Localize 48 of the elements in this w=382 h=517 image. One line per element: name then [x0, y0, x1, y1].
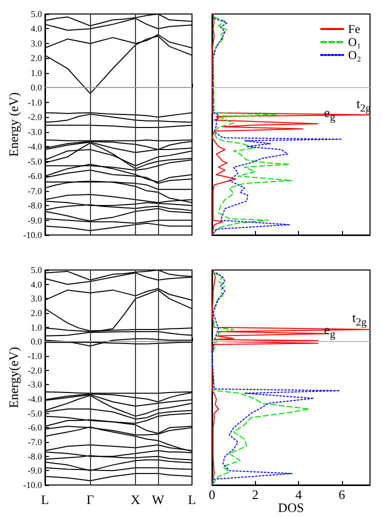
y-tick-label: -4.0 — [28, 394, 42, 404]
y-tick-label: 2.0 — [30, 308, 42, 318]
legend-label: O₁ — [348, 35, 362, 49]
legend-label: Fe — [348, 22, 360, 36]
y-tick-label: -5.0 — [28, 156, 42, 166]
x-axis-title: DOS — [278, 500, 304, 515]
x-tick-label: Γ — [86, 492, 94, 507]
y-tick-label: -2.0 — [28, 112, 42, 122]
y-tick-label: -2.0 — [28, 365, 42, 376]
y-tick-label: 4.0 — [30, 24, 42, 34]
y-tick-label: 0.0 — [30, 82, 42, 93]
y-tick-label: 5.0 — [30, 9, 42, 19]
y-tick-label: 2.0 — [30, 53, 42, 64]
x-tick-label: L — [188, 492, 196, 507]
y-tick-label: -8.0 — [28, 451, 42, 462]
annotation: t$_{2g}$ — [352, 310, 367, 330]
y-tick-label: 5.0 — [30, 265, 42, 275]
x-tick-label: 4 — [295, 487, 302, 502]
y-tick-label: -6.0 — [28, 171, 42, 182]
y-tick-label: -5.0 — [28, 408, 42, 418]
y-tick-label: -1.0 — [28, 351, 42, 361]
legend-label: O₂ — [348, 48, 362, 62]
y-axis-title: Energy(eV) — [6, 346, 21, 408]
y-tick-label: -7.0 — [28, 186, 42, 196]
y-tick-label: -6.0 — [28, 422, 42, 433]
y-tick-label: 3.0 — [30, 294, 42, 304]
y-tick-label: -8.0 — [28, 200, 42, 211]
x-tick-label: 6 — [338, 487, 346, 502]
y-axis-title: Energy (eV) — [6, 92, 21, 157]
x-tick-label: L — [41, 492, 50, 507]
y-tick-label: -1.0 — [28, 97, 42, 108]
y-tick-label: -10.0 — [23, 230, 42, 240]
y-tick-label: -10.0 — [23, 480, 42, 490]
y-tick-label: -9.0 — [28, 466, 42, 476]
y-tick-label: -3.0 — [28, 126, 42, 137]
y-tick-label: -4.0 — [28, 142, 42, 152]
x-tick-label: 0 — [208, 487, 216, 502]
y-tick-label: -7.0 — [28, 437, 42, 447]
x-tick-label: X — [130, 492, 141, 507]
y-tick-label: 3.0 — [30, 38, 42, 48]
y-tick-label: 1.0 — [30, 68, 42, 78]
x-tick-label: 2 — [252, 487, 259, 502]
y-tick-label: 4.0 — [30, 279, 42, 290]
y-tick-label: 0.0 — [30, 336, 42, 347]
x-tick-label: W — [152, 492, 165, 507]
y-tick-label: -3.0 — [28, 380, 42, 390]
y-tick-label: 1.0 — [30, 322, 42, 332]
y-tick-label: -9.0 — [28, 215, 42, 226]
